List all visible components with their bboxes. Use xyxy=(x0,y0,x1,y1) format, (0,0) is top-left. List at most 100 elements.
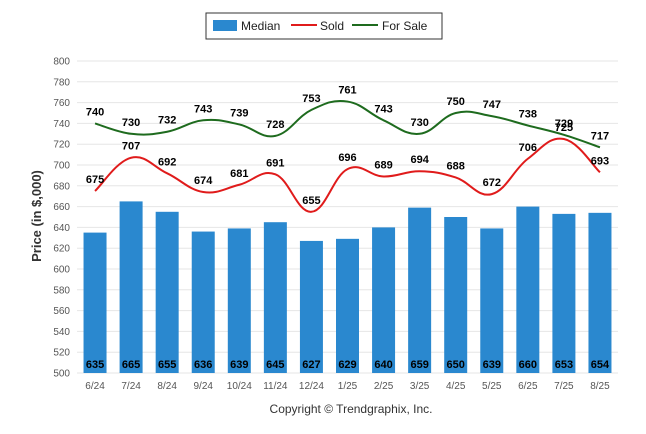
for-sale-line xyxy=(94,100,601,149)
for-sale-point-label: 739 xyxy=(230,107,248,119)
legend-swatch-median xyxy=(213,20,237,31)
sold-point-label: 655 xyxy=(302,195,320,207)
y-axis-ticks: 500 520 540 560 580 600 620 640 660 680 700 720 740 7… xyxy=(53,57,70,380)
median-bar-label: 654 xyxy=(591,359,610,371)
for-sale-point-label: 761 xyxy=(338,85,356,97)
for-sale-point-label: 732 xyxy=(158,115,176,127)
x-tick-label: 2/25 xyxy=(374,381,394,392)
median-bar-label: 659 xyxy=(410,359,428,371)
sold-line xyxy=(94,137,601,213)
sold-point-label: 696 xyxy=(338,152,356,164)
sold-point-label: 692 xyxy=(158,156,176,168)
legend-box xyxy=(205,12,443,40)
for-sale-point-label: 740 xyxy=(86,106,104,118)
median-bar xyxy=(552,213,576,373)
y-tick-label: 620 xyxy=(53,244,70,255)
median-bar xyxy=(299,240,323,373)
for-sale-point-label: 729 xyxy=(555,118,573,130)
median-bar-label: 639 xyxy=(483,359,501,371)
y-tick-label: 600 xyxy=(53,265,70,276)
x-tick-label: 11/24 xyxy=(263,381,288,392)
y-tick-label: 660 xyxy=(53,202,70,213)
median-bar xyxy=(588,212,612,373)
y-tick-label: 740 xyxy=(53,119,70,130)
sold-point-label: 706 xyxy=(519,142,537,154)
sold-point-label: 681 xyxy=(230,168,248,180)
for-sale-point-label: 717 xyxy=(591,130,609,142)
for-sale-point-label: 743 xyxy=(374,103,392,115)
sold-point-label: 674 xyxy=(194,175,213,187)
copyright-text: Copyright © Trendgraphix, Inc. xyxy=(270,402,433,416)
median-bar xyxy=(372,227,396,373)
median-bar xyxy=(263,222,287,373)
median-bar-label: 636 xyxy=(194,359,212,371)
median-bar xyxy=(516,206,540,373)
sold-point-label: 693 xyxy=(591,155,609,167)
x-tick-label: 9/24 xyxy=(193,381,213,392)
y-tick-label: 720 xyxy=(53,140,70,151)
y-tick-label: 540 xyxy=(53,327,70,338)
median-bar xyxy=(83,232,107,373)
y-tick-label: 780 xyxy=(53,77,70,88)
median-bar xyxy=(227,228,251,373)
legend-label-median: Median xyxy=(241,19,280,33)
median-bar xyxy=(408,207,432,373)
median-bar-label: 640 xyxy=(374,359,392,371)
x-tick-label: 1/25 xyxy=(338,381,358,392)
y-tick-label: 500 xyxy=(53,369,70,380)
x-tick-label: 7/25 xyxy=(554,381,574,392)
y-tick-label: 680 xyxy=(53,181,70,192)
median-bar xyxy=(336,238,359,373)
legend: Median Sold For Sale xyxy=(205,12,443,40)
for-sale-point-label: 730 xyxy=(122,117,140,129)
legend-label-sold: Sold xyxy=(320,19,344,33)
for-sale-point-label: 753 xyxy=(302,93,320,105)
median-bars xyxy=(83,201,612,373)
x-axis-ticks: 6/24 7/24 8/24 9/24 10/24 11/24 12/24 1/25 2/25 3… xyxy=(85,381,610,392)
sold-point-label: 689 xyxy=(374,159,392,171)
y-tick-label: 520 xyxy=(53,348,70,359)
for-sale-point-label: 738 xyxy=(519,108,537,120)
x-tick-label: 7/24 xyxy=(121,381,141,392)
for-sale-point-label: 750 xyxy=(447,96,465,108)
sold-point-label: 691 xyxy=(266,157,284,169)
x-tick-label: 12/24 xyxy=(299,381,324,392)
sold-point-label: 688 xyxy=(447,160,465,172)
y-tick-label: 580 xyxy=(53,285,70,296)
sold-point-label: 675 xyxy=(86,174,104,186)
y-axis-label: Price (in $,000) xyxy=(29,170,44,262)
sold-point-label: 725 xyxy=(555,122,573,134)
sold-point-label: 694 xyxy=(410,154,429,166)
data-labels: 635 665 655 636 639 645 627 629 640 659 650 639 660 6… xyxy=(86,85,610,371)
median-bar-label: 645 xyxy=(266,359,284,371)
median-bar-label: 660 xyxy=(519,359,537,371)
median-bar-label: 655 xyxy=(158,359,176,371)
median-bar-label: 665 xyxy=(122,359,140,371)
x-tick-label: 8/25 xyxy=(590,381,610,392)
median-bar xyxy=(480,228,504,373)
y-tick-label: 760 xyxy=(53,98,70,109)
x-tick-label: 6/25 xyxy=(518,381,538,392)
median-bar xyxy=(119,201,143,373)
median-bar-label: 629 xyxy=(338,359,356,371)
sold-point-label: 672 xyxy=(483,177,501,189)
y-tick-label: 700 xyxy=(53,161,70,172)
y-tick-label: 640 xyxy=(53,223,70,234)
legend-label-for-sale: For Sale xyxy=(382,19,428,33)
median-bar-label: 650 xyxy=(447,359,465,371)
median-bar-label: 653 xyxy=(555,359,573,371)
for-sale-point-label: 728 xyxy=(266,119,284,131)
sold-point-label: 707 xyxy=(122,141,140,153)
x-tick-label: 6/24 xyxy=(85,381,105,392)
x-tick-label: 3/25 xyxy=(410,381,430,392)
for-sale-point-label: 730 xyxy=(410,117,428,129)
median-bar xyxy=(155,211,179,373)
median-bar xyxy=(444,217,468,373)
x-tick-label: 5/25 xyxy=(482,381,502,392)
y-tick-label: 560 xyxy=(53,306,70,317)
x-tick-label: 4/25 xyxy=(446,381,466,392)
y-tick-label: 800 xyxy=(53,57,70,68)
x-tick-label: 10/24 xyxy=(227,381,252,392)
trend-lines xyxy=(94,100,601,213)
